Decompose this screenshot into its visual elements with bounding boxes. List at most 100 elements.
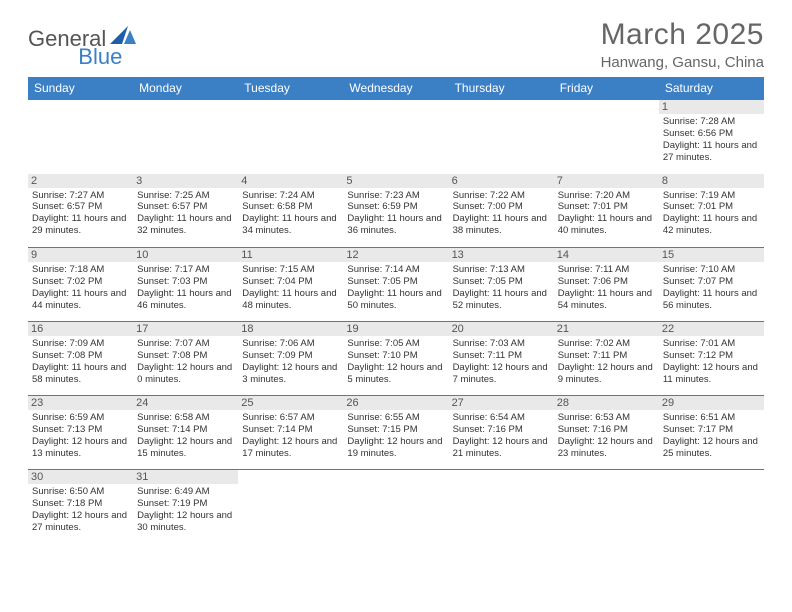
calendar-table: SundayMondayTuesdayWednesdayThursdayFrid… xyxy=(28,77,764,544)
sun-info: Sunrise: 7:06 AMSunset: 7:09 PMDaylight:… xyxy=(242,338,339,386)
sunset-text: Sunset: 6:58 PM xyxy=(242,201,339,213)
sun-info: Sunrise: 7:13 AMSunset: 7:05 PMDaylight:… xyxy=(453,264,550,312)
calendar-page: General Blue March 2025 Hanwang, Gansu, … xyxy=(0,0,792,562)
sunrise-text: Sunrise: 7:05 AM xyxy=(347,338,444,350)
weekday-header: Friday xyxy=(554,77,659,100)
calendar-day-cell: 4Sunrise: 7:24 AMSunset: 6:58 PMDaylight… xyxy=(238,174,343,248)
sunrise-text: Sunrise: 7:14 AM xyxy=(347,264,444,276)
sunrise-text: Sunrise: 6:50 AM xyxy=(32,486,129,498)
calendar-week-row: 1 Sunrise: 7:28 AMSunset: 6:56 PMDaylight… xyxy=(28,100,764,174)
sunset-text: Sunset: 7:09 PM xyxy=(242,350,339,362)
day-number: 10 xyxy=(133,248,238,262)
daylight-text: Daylight: 12 hours and 0 minutes. xyxy=(137,362,234,386)
daylight-text: Daylight: 12 hours and 11 minutes. xyxy=(663,362,760,386)
sunset-text: Sunset: 7:08 PM xyxy=(32,350,129,362)
sunrise-text: Sunrise: 7:24 AM xyxy=(242,190,339,202)
sunrise-text: Sunrise: 7:15 AM xyxy=(242,264,339,276)
daylight-text: Daylight: 11 hours and 27 minutes. xyxy=(663,140,760,164)
calendar-day-cell: 13Sunrise: 7:13 AMSunset: 7:05 PMDayligh… xyxy=(449,248,554,322)
calendar-day-cell: 5Sunrise: 7:23 AMSunset: 6:59 PMDaylight… xyxy=(343,174,448,248)
calendar-day-cell: 6Sunrise: 7:22 AMSunset: 7:00 PMDaylight… xyxy=(449,174,554,248)
calendar-day-cell: 2Sunrise: 7:27 AMSunset: 6:57 PMDaylight… xyxy=(28,174,133,248)
sunset-text: Sunset: 7:07 PM xyxy=(663,276,760,288)
calendar-day-cell: 31Sunrise: 6:49 AMSunset: 7:19 PMDayligh… xyxy=(133,470,238,544)
sun-info: Sunrise: 7:23 AMSunset: 6:59 PMDaylight:… xyxy=(347,190,444,238)
daylight-text: Daylight: 11 hours and 29 minutes. xyxy=(32,213,129,237)
sun-info: Sunrise: 7:24 AMSunset: 6:58 PMDaylight:… xyxy=(242,190,339,238)
logo-text-2: Blue xyxy=(78,44,122,70)
weekday-row: SundayMondayTuesdayWednesdayThursdayFrid… xyxy=(28,77,764,100)
sunrise-text: Sunrise: 7:25 AM xyxy=(137,190,234,202)
sun-info: Sunrise: 6:57 AMSunset: 7:14 PMDaylight:… xyxy=(242,412,339,460)
weekday-header: Saturday xyxy=(659,77,764,100)
calendar-head: SundayMondayTuesdayWednesdayThursdayFrid… xyxy=(28,77,764,100)
calendar-day-cell: 26Sunrise: 6:55 AMSunset: 7:15 PMDayligh… xyxy=(343,396,448,470)
day-number: 18 xyxy=(238,322,343,336)
sunrise-text: Sunrise: 7:09 AM xyxy=(32,338,129,350)
calendar-day-cell: 28Sunrise: 6:53 AMSunset: 7:16 PMDayligh… xyxy=(554,396,659,470)
calendar-day-cell: 19Sunrise: 7:05 AMSunset: 7:10 PMDayligh… xyxy=(343,322,448,396)
sunset-text: Sunset: 6:56 PM xyxy=(663,128,760,140)
header-row: General Blue March 2025 Hanwang, Gansu, … xyxy=(28,18,764,71)
daylight-text: Daylight: 11 hours and 56 minutes. xyxy=(663,288,760,312)
daylight-text: Daylight: 11 hours and 34 minutes. xyxy=(242,213,339,237)
sun-info: Sunrise: 7:28 AMSunset: 6:56 PMDaylight:… xyxy=(663,116,760,164)
calendar-blank-cell xyxy=(238,470,343,544)
sun-info: Sunrise: 7:18 AMSunset: 7:02 PMDaylight:… xyxy=(32,264,129,312)
sunrise-text: Sunrise: 7:02 AM xyxy=(558,338,655,350)
calendar-day-cell: 9Sunrise: 7:18 AMSunset: 7:02 PMDaylight… xyxy=(28,248,133,322)
day-number: 29 xyxy=(659,396,764,410)
sunrise-text: Sunrise: 7:10 AM xyxy=(663,264,760,276)
calendar-day-cell: 15Sunrise: 7:10 AMSunset: 7:07 PMDayligh… xyxy=(659,248,764,322)
daylight-text: Daylight: 12 hours and 23 minutes. xyxy=(558,436,655,460)
sunrise-text: Sunrise: 7:18 AM xyxy=(32,264,129,276)
sun-info: Sunrise: 7:01 AMSunset: 7:12 PMDaylight:… xyxy=(663,338,760,386)
calendar-day-cell: 27Sunrise: 6:54 AMSunset: 7:16 PMDayligh… xyxy=(449,396,554,470)
calendar-week-row: 16Sunrise: 7:09 AMSunset: 7:08 PMDayligh… xyxy=(28,322,764,396)
sunrise-text: Sunrise: 7:22 AM xyxy=(453,190,550,202)
day-number: 7 xyxy=(554,174,659,188)
weekday-header: Monday xyxy=(133,77,238,100)
sun-info: Sunrise: 7:03 AMSunset: 7:11 PMDaylight:… xyxy=(453,338,550,386)
day-number: 14 xyxy=(554,248,659,262)
calendar-blank-cell xyxy=(554,100,659,174)
calendar-blank-cell xyxy=(133,100,238,174)
sun-info: Sunrise: 6:49 AMSunset: 7:19 PMDaylight:… xyxy=(137,486,234,534)
calendar-day-cell: 11Sunrise: 7:15 AMSunset: 7:04 PMDayligh… xyxy=(238,248,343,322)
daylight-text: Daylight: 12 hours and 13 minutes. xyxy=(32,436,129,460)
daylight-text: Daylight: 11 hours and 50 minutes. xyxy=(347,288,444,312)
calendar-day-cell: 18 Sunrise: 7:06 AMSunset: 7:09 PMDayligh… xyxy=(238,322,343,396)
daylight-text: Daylight: 12 hours and 30 minutes. xyxy=(137,510,234,534)
sun-info: Sunrise: 7:05 AMSunset: 7:10 PMDaylight:… xyxy=(347,338,444,386)
daylight-text: Daylight: 11 hours and 46 minutes. xyxy=(137,288,234,312)
calendar-day-cell: 21Sunrise: 7:02 AMSunset: 7:11 PMDayligh… xyxy=(554,322,659,396)
sunset-text: Sunset: 7:11 PM xyxy=(558,350,655,362)
weekday-header: Wednesday xyxy=(343,77,448,100)
sun-info: Sunrise: 6:55 AMSunset: 7:15 PMDaylight:… xyxy=(347,412,444,460)
calendar-day-cell: 14Sunrise: 7:11 AMSunset: 7:06 PMDayligh… xyxy=(554,248,659,322)
sunrise-text: Sunrise: 6:59 AM xyxy=(32,412,129,424)
day-number: 11 xyxy=(238,248,343,262)
sunset-text: Sunset: 7:16 PM xyxy=(558,424,655,436)
logo: General Blue xyxy=(28,26,184,52)
weekday-header: Sunday xyxy=(28,77,133,100)
calendar-week-row: 23 Sunrise: 6:59 AMSunset: 7:13 PMDayligh… xyxy=(28,396,764,470)
calendar-day-cell: 10Sunrise: 7:17 AMSunset: 7:03 PMDayligh… xyxy=(133,248,238,322)
sunset-text: Sunset: 7:01 PM xyxy=(663,201,760,213)
sun-info: Sunrise: 6:54 AMSunset: 7:16 PMDaylight:… xyxy=(453,412,550,460)
sun-info: Sunrise: 6:59 AMSunset: 7:13 PMDaylight:… xyxy=(32,412,129,460)
sunset-text: Sunset: 7:18 PM xyxy=(32,498,129,510)
calendar-day-cell: 17Sunrise: 7:07 AMSunset: 7:08 PMDayligh… xyxy=(133,322,238,396)
sunrise-text: Sunrise: 7:03 AM xyxy=(453,338,550,350)
day-number: 23 xyxy=(28,396,133,410)
sunrise-text: Sunrise: 7:06 AM xyxy=(242,338,339,350)
daylight-text: Daylight: 11 hours and 44 minutes. xyxy=(32,288,129,312)
sun-info: Sunrise: 7:09 AMSunset: 7:08 PMDaylight:… xyxy=(32,338,129,386)
calendar-blank-cell xyxy=(554,470,659,544)
day-number: 1 xyxy=(659,100,764,114)
daylight-text: Daylight: 11 hours and 42 minutes. xyxy=(663,213,760,237)
sun-info: Sunrise: 7:19 AMSunset: 7:01 PMDaylight:… xyxy=(663,190,760,238)
calendar-blank-cell xyxy=(343,470,448,544)
day-number: 20 xyxy=(449,322,554,336)
sunset-text: Sunset: 7:14 PM xyxy=(242,424,339,436)
